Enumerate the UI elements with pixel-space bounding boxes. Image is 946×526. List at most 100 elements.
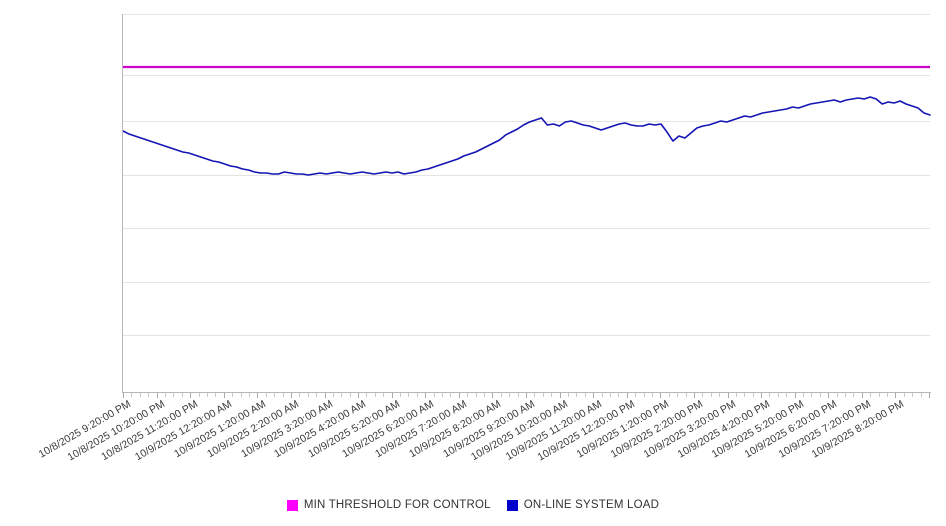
legend-item-label: ON-LINE SYSTEM LOAD [523,499,660,511]
x-axis-tick [374,393,376,397]
x-axis-tick [458,393,460,398]
x-axis-tick [735,393,737,397]
x-axis-tick [492,393,494,398]
x-axis-tick [803,393,805,397]
x-axis-tick [148,393,150,397]
gridline [123,335,930,336]
x-axis-tick [777,393,779,397]
x-axis-tick [710,393,712,397]
x-axis-tick [651,393,653,397]
legend-item-on-line-system-load[interactable]: ON-LINE SYSTEM LOAD [506,499,660,511]
x-axis-tick [702,393,704,397]
x-axis-tick [190,393,192,398]
x-axis-tick [635,393,637,397]
y-axis-line [122,14,123,393]
x-axis-tick [391,393,393,398]
x-axis-tick [567,393,569,397]
x-axis-tick [307,393,309,397]
gridline [123,121,930,122]
x-axis-tick [660,393,662,398]
x-axis-tick [534,393,536,397]
x-axis-tick [282,393,284,397]
x-axis-tick [206,393,208,397]
x-axis-tick [601,393,603,397]
x-axis-tick [383,393,385,397]
x-axis-tick [794,393,796,398]
x-axis-tick [400,393,402,397]
x-axis-tick [593,393,595,398]
x-axis-tick [551,393,553,397]
x-axis-tick [903,393,905,397]
x-axis-tick [467,393,469,397]
x-axis-tick [341,393,343,397]
chart-legend: MIN THRESHOLD FOR CONTROL ON-LINE SYSTEM… [0,494,946,516]
x-axis-tick [685,393,687,397]
gridline [123,75,930,76]
x-axis-tick [433,393,435,397]
x-axis-tick [139,393,141,397]
x-axis-tick [131,393,133,397]
x-axis-tick [828,393,830,398]
x-axis-tick [542,393,544,397]
x-axis-tick [693,393,695,398]
x-axis-tick [618,393,620,397]
gridline [123,175,930,176]
x-axis-tick [232,393,234,397]
x-axis-tick [240,393,242,397]
x-axis-tick [274,393,276,397]
x-axis-ticks [123,393,931,398]
series-on-line-system-load [122,96,931,176]
gridline [123,228,930,229]
x-axis-tick [609,393,611,397]
x-axis-tick [861,393,863,398]
gridline [123,14,930,15]
x-axis-tick [819,393,821,397]
x-axis-tick [156,393,158,398]
x-axis-tick [198,393,200,397]
x-axis-tick [265,393,267,397]
x-axis-tick [584,393,586,397]
x-axis-tick [248,393,250,397]
legend-item-min-threshold-for-control[interactable]: MIN THRESHOLD FOR CONTROL [286,499,491,511]
x-axis-tick [349,393,351,397]
x-axis-tick [761,393,763,398]
x-axis-tick [316,393,318,397]
x-axis-labels: 10/8/2025 9:20:00 PM 10/8/2025 10:20:00 P… [0,398,946,488]
x-axis-tick [853,393,855,397]
x-axis-tick [912,393,914,397]
x-axis-tick [416,393,418,397]
series-layer [122,65,931,176]
x-axis-tick [744,393,746,397]
x-axis-tick [509,393,511,397]
x-axis-tick [299,393,301,397]
x-axis-tick [173,393,175,397]
x-axis-tick [677,393,679,397]
x-axis-tick [845,393,847,397]
x-axis-tick [484,393,486,397]
x-axis-tick [727,393,729,398]
x-axis-tick [290,393,292,398]
legend-swatch-icon [506,499,518,511]
x-axis-tick [643,393,645,397]
x-axis-tick [500,393,502,397]
x-axis-tick [366,393,368,397]
x-axis-tick [576,393,578,397]
plot-area [122,14,931,393]
legend-item-label: MIN THRESHOLD FOR CONTROL [303,499,491,511]
x-axis-tick [123,393,124,398]
x-axis-tick [887,393,889,397]
x-axis-tick [215,393,217,397]
x-axis-tick [786,393,788,397]
x-axis-tick [811,393,813,397]
x-axis-tick [475,393,477,397]
x-axis-tick [164,393,166,397]
x-axis-tick [836,393,838,397]
x-axis-tick [332,393,334,397]
x-axis-tick [895,393,897,398]
gridline [123,282,930,283]
legend-swatch-icon [286,499,298,511]
x-axis-tick [442,393,444,397]
x-axis-tick [559,393,561,398]
x-axis-tick [257,393,259,398]
